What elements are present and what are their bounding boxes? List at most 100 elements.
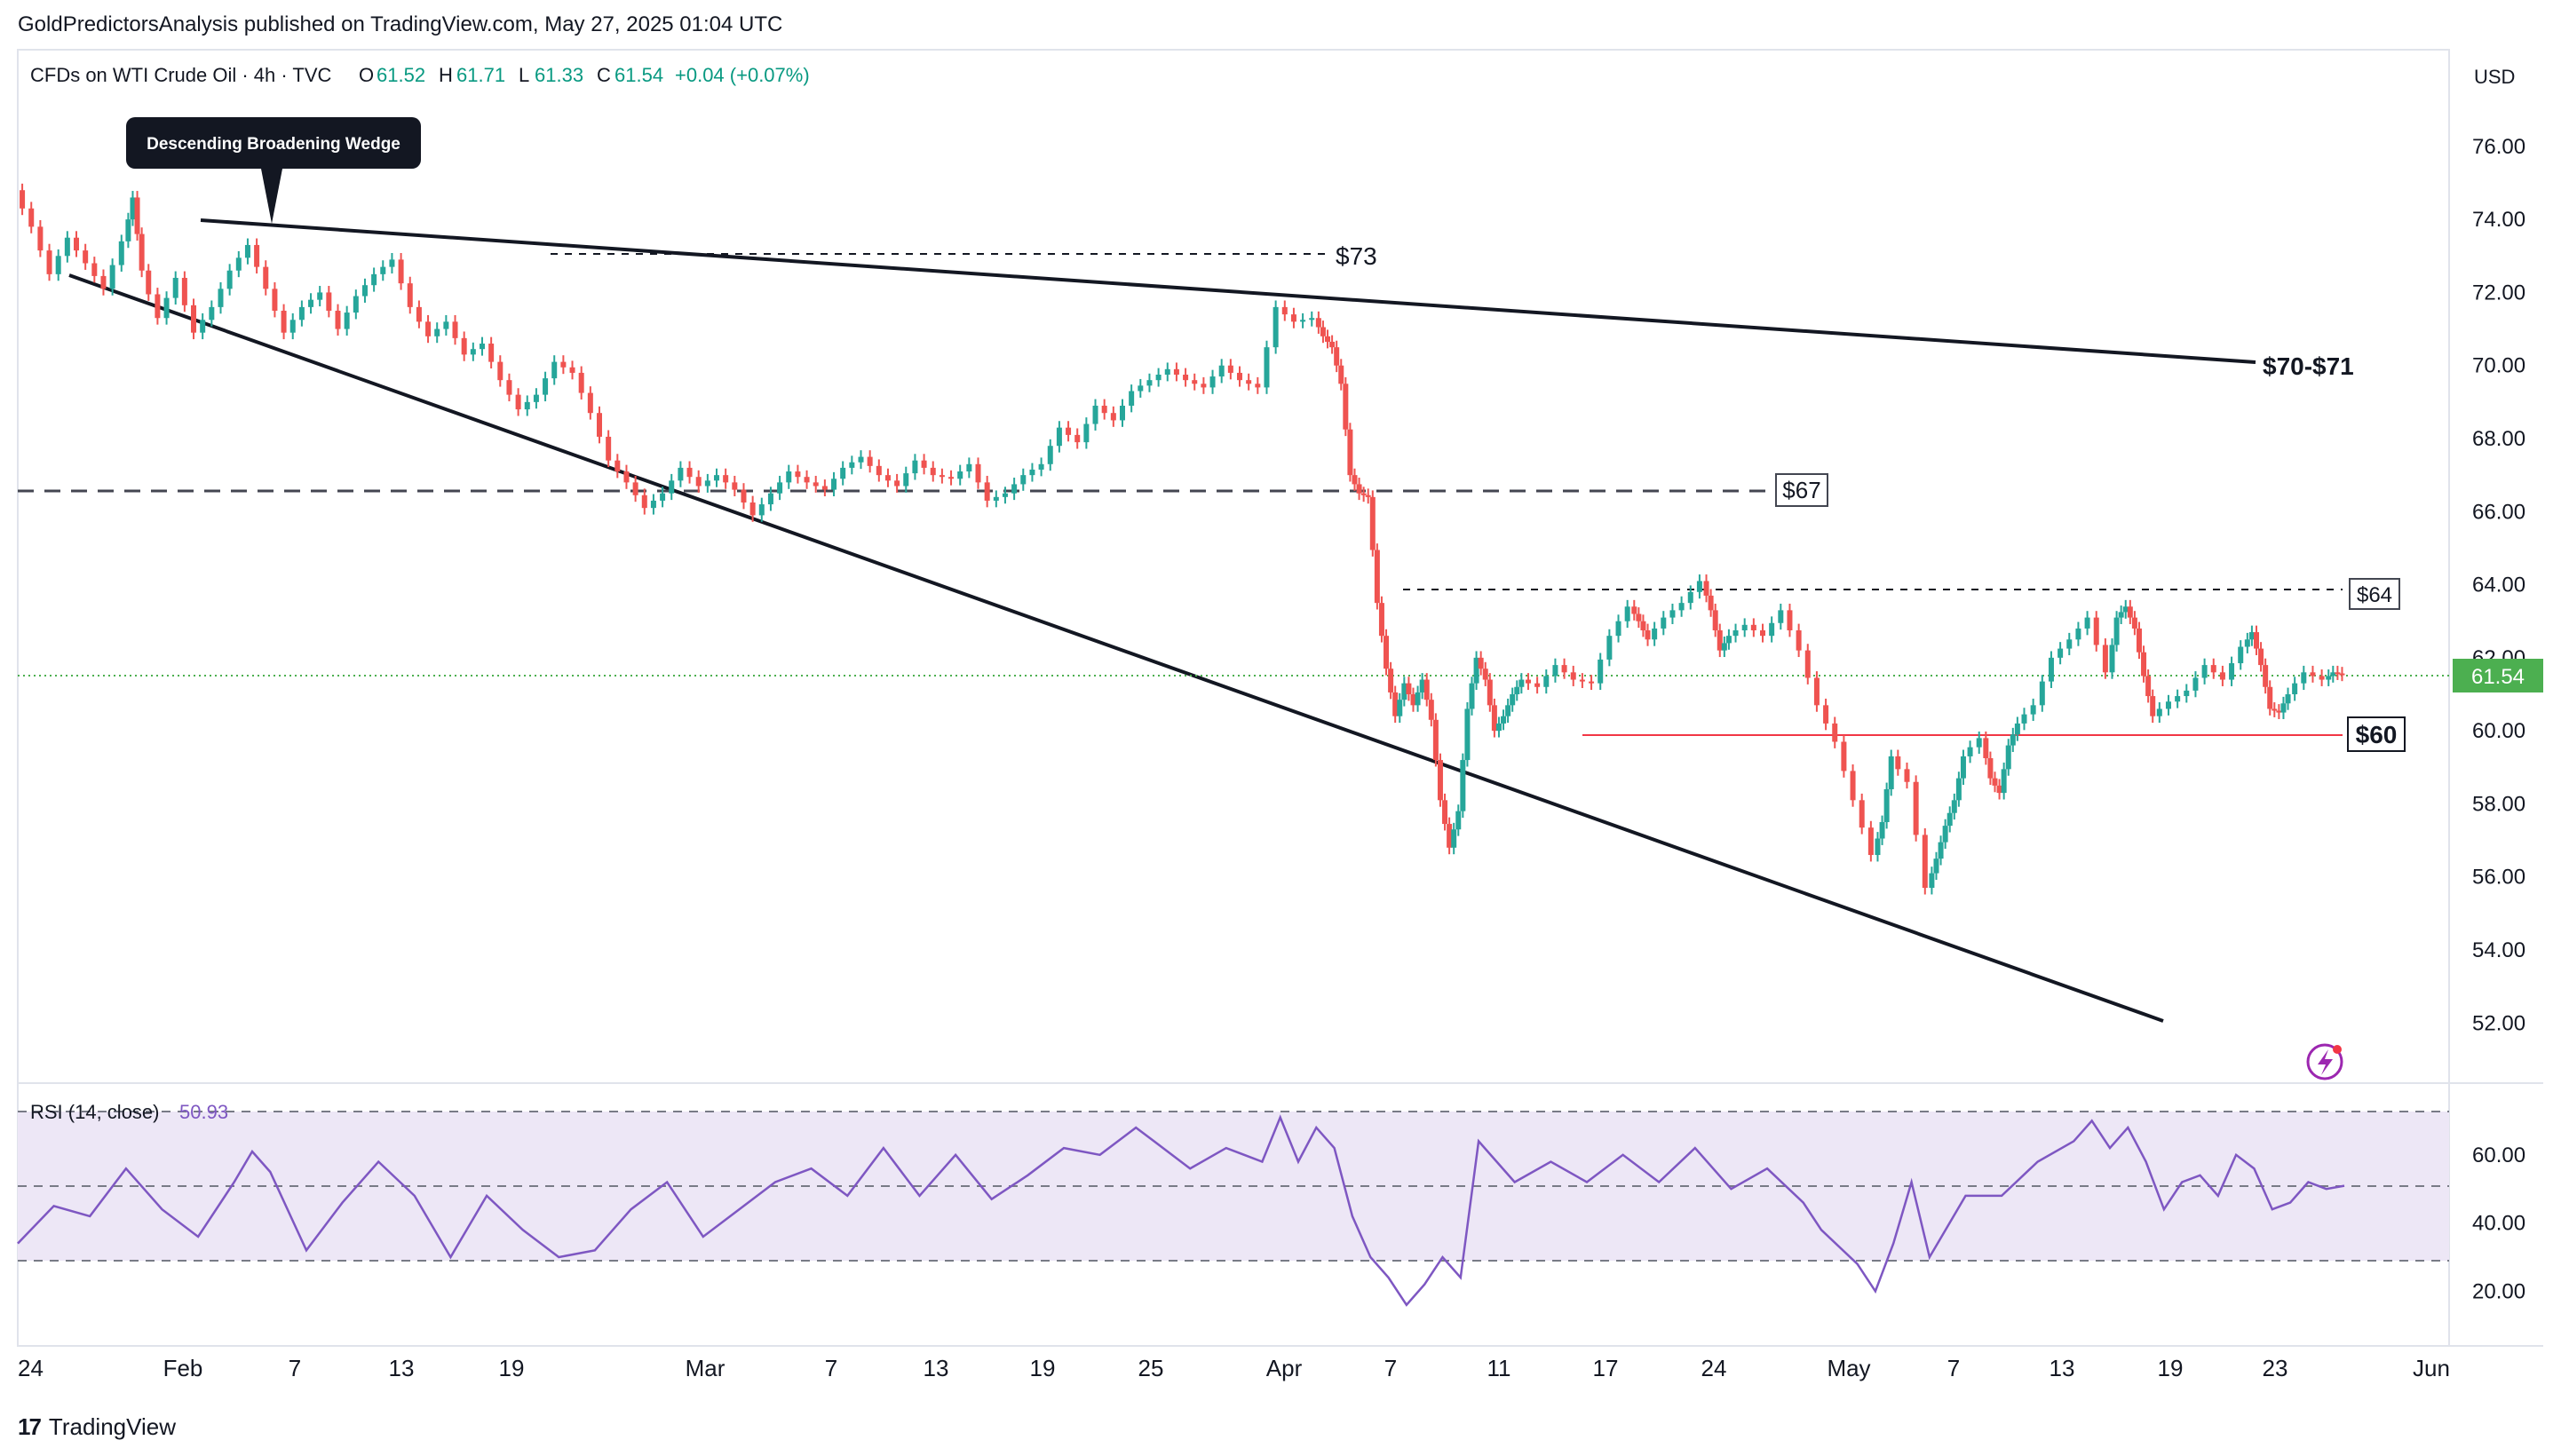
candle-body (560, 361, 567, 368)
candle-body (380, 266, 386, 274)
candle-body (2238, 646, 2244, 664)
footer-brand: TradingView (48, 1413, 176, 1440)
rsi-tick-label: 40.00 (2472, 1212, 2525, 1236)
candle-body (1913, 781, 1919, 835)
candle-body (1624, 606, 1630, 621)
legend-change: +0.04 (+0.07%) (675, 64, 810, 86)
candle-body (1423, 679, 1430, 700)
candle-body (1721, 643, 1727, 651)
candle-body (1495, 723, 1502, 732)
time-tick-label: Jun (2413, 1355, 2450, 1381)
candle-body (1687, 591, 1693, 604)
time-tick-label: Feb (163, 1355, 203, 1381)
time-tick-label: 7 (289, 1355, 301, 1381)
candle-body (1712, 610, 1718, 630)
candle-body (1300, 320, 1306, 322)
candle-body (2267, 686, 2273, 709)
candle-body (289, 320, 296, 333)
candle-body (134, 197, 140, 234)
candle-body (2131, 617, 2137, 629)
price-tick-label: 72.00 (2472, 281, 2525, 305)
candle-body (2039, 681, 2045, 706)
candle-body (641, 495, 647, 509)
candle-body (1796, 630, 1802, 651)
candle-body (1360, 493, 1367, 495)
candle-body (2192, 677, 2199, 691)
candle-body (1201, 384, 1207, 388)
candle-body (488, 344, 495, 362)
candle-body (894, 480, 900, 487)
rsi-tick-label: 20.00 (2472, 1279, 2525, 1303)
candle-body (226, 270, 233, 289)
candle-body (181, 277, 187, 305)
candle-body (28, 208, 35, 227)
candle-body (1525, 679, 1531, 684)
candle-body (1002, 493, 1008, 497)
candle-body (91, 263, 98, 276)
candle-body (1598, 659, 1604, 684)
price-tick-label: 52.00 (2472, 1011, 2525, 1035)
candle-body (1732, 630, 1739, 637)
candle-body (1669, 610, 1676, 618)
time-tick-label: 13 (389, 1355, 415, 1381)
candle-body (1929, 873, 1935, 889)
candle-body (587, 392, 593, 414)
candle-body (2248, 632, 2255, 640)
time-tick-label: 17 (1593, 1355, 1619, 1381)
candle-body (957, 471, 963, 479)
candle-body (1110, 413, 1116, 421)
candle-body (1246, 380, 1252, 384)
candle-body (993, 496, 999, 501)
candle-body (1183, 375, 1189, 381)
candle-body (1561, 665, 1567, 673)
candle-body (1708, 595, 1714, 611)
candle-body (371, 273, 377, 286)
candle-body (1447, 824, 1453, 848)
candle-body (1859, 800, 1865, 828)
candle-body (2285, 694, 2291, 704)
candle-body (470, 349, 476, 355)
candle-body (1347, 429, 1353, 476)
candle-body (614, 460, 621, 472)
candle-body (2310, 672, 2316, 677)
candle-body (2201, 665, 2208, 678)
candle-body (723, 475, 729, 483)
time-tick-label: 7 (1947, 1355, 1960, 1381)
candle-body (1406, 683, 1412, 694)
candle-body (1505, 705, 1511, 716)
candle-body (804, 477, 810, 483)
candle-body (984, 482, 990, 501)
candle-body (524, 401, 530, 410)
candle-body (714, 475, 720, 481)
currency-label[interactable]: USD (2474, 66, 2515, 88)
wedge-lower-line (68, 273, 2164, 1023)
candle-body (650, 500, 656, 509)
candle-body (660, 493, 666, 501)
candle-body (1778, 610, 1784, 623)
candle-body (2326, 676, 2332, 680)
candle-body (55, 256, 61, 274)
candle-body (1895, 756, 1901, 770)
candle-body (64, 237, 70, 257)
time-tick-label: Mar (686, 1355, 725, 1381)
level-67-label: $67 (1782, 477, 1820, 503)
candle-body (479, 344, 485, 350)
candle-body (130, 197, 136, 220)
price-tick-label: 70.00 (2472, 354, 2525, 378)
candle-body (1464, 708, 1471, 761)
flash-icon[interactable] (2306, 1043, 2343, 1080)
candle-body (1374, 550, 1380, 604)
level-73-label: $73 (1336, 242, 1377, 270)
candle-body (326, 292, 332, 311)
candle-body (425, 321, 432, 336)
candle-body (1011, 484, 1018, 494)
candle-body (813, 482, 819, 487)
candle-body (2272, 708, 2278, 711)
candle-body (244, 244, 250, 258)
candle-body (172, 277, 178, 298)
candle-body (1510, 694, 1516, 706)
legend-open: 61.52 (377, 64, 425, 86)
candle-body (452, 321, 458, 338)
candle-body (1356, 484, 1362, 494)
